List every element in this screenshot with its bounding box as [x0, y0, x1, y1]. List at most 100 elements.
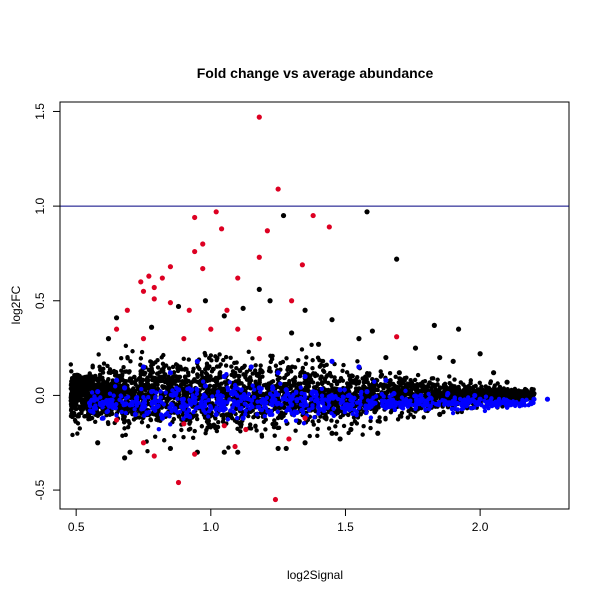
background-point [77, 396, 82, 402]
background-point [277, 406, 282, 411]
background-point [381, 386, 386, 391]
background-point [314, 373, 320, 378]
background-point [441, 409, 446, 415]
blue-band-point [310, 403, 315, 408]
background-point [277, 413, 282, 418]
background-point [70, 387, 76, 392]
background-point [122, 414, 127, 419]
blue-point [256, 385, 262, 391]
black-point [302, 307, 308, 313]
background-point [211, 423, 217, 429]
background-point [397, 376, 402, 381]
background-point [333, 390, 338, 396]
background-point [122, 389, 127, 394]
blue-band-point [446, 402, 451, 407]
blue-band-point [453, 402, 458, 408]
blue-band-point [168, 392, 174, 398]
background-point [420, 379, 426, 385]
blue-band-point [382, 398, 387, 404]
red-point [243, 426, 249, 433]
red-point [310, 212, 316, 219]
background-point [293, 428, 298, 433]
background-point [69, 380, 74, 386]
background-point [212, 387, 217, 392]
background-point [280, 359, 286, 365]
blue-point [531, 396, 537, 402]
blue-band-point [214, 400, 219, 405]
background-point [223, 363, 229, 368]
blue-band-point [175, 396, 180, 402]
x-tick-label: 0.5 [68, 520, 85, 534]
blue-point [383, 377, 389, 383]
blue-band-point [294, 398, 299, 403]
blue-band-point [170, 388, 175, 393]
background-point [377, 415, 382, 420]
background-point [315, 426, 320, 432]
blue-band-point [270, 398, 276, 403]
blue-band-point [150, 406, 155, 411]
blue-band-point [436, 402, 441, 408]
black-point [275, 445, 281, 452]
blue-band-point [406, 399, 411, 404]
background-point [349, 421, 354, 427]
background-point [247, 380, 252, 385]
background-point [149, 363, 154, 368]
blue-band-point [479, 403, 484, 408]
blue-band-point [283, 393, 288, 398]
blue-point [267, 411, 273, 417]
background-point [353, 386, 359, 391]
background-point [145, 449, 150, 454]
blue-band-point [387, 404, 392, 410]
blue-band-point [387, 394, 392, 399]
red-point [232, 443, 238, 450]
blue-band-point [352, 395, 357, 401]
background-point [82, 403, 87, 408]
blue-band-point [91, 410, 96, 415]
blue-band-point [270, 394, 276, 400]
red-point [140, 288, 147, 294]
blue-point [477, 396, 483, 402]
blue-band-point [319, 386, 325, 392]
black-point [531, 390, 537, 397]
black-point [280, 212, 287, 219]
blue-band-point [221, 403, 227, 408]
background-point [118, 355, 124, 361]
background-point [218, 362, 223, 367]
blue-band-point [259, 407, 265, 413]
background-point [75, 372, 80, 378]
red-point [151, 296, 157, 302]
background-point [502, 389, 508, 395]
blue-band-point [473, 400, 479, 406]
blue-band-point [215, 389, 221, 395]
blue-band-point [188, 402, 194, 407]
blue-band-point [365, 398, 371, 403]
blue-band-point [354, 412, 359, 418]
background-point [140, 377, 146, 383]
x-tick-label: 1.5 [337, 520, 354, 534]
background-point [307, 380, 312, 385]
blue-band-point [153, 394, 158, 400]
background-point [433, 388, 438, 393]
background-point [213, 383, 219, 389]
blue-band-point [413, 393, 418, 398]
background-point [160, 361, 166, 367]
background-point [221, 357, 226, 363]
background-point [319, 374, 324, 379]
background-point [195, 374, 200, 380]
blue-band-point [92, 398, 97, 403]
background-point [97, 411, 102, 417]
black-point [437, 411, 443, 417]
blue-point [240, 415, 246, 421]
background-point [111, 369, 116, 375]
background-point [276, 425, 282, 430]
blue-point [194, 358, 200, 364]
blue-band-point [464, 399, 469, 404]
background-point [154, 417, 159, 422]
blue-band-point [245, 396, 251, 402]
red-point [151, 284, 157, 291]
background-point [82, 414, 87, 419]
background-point [184, 394, 189, 399]
background-point [331, 378, 337, 384]
blue-point [208, 406, 214, 412]
background-point [353, 377, 358, 382]
